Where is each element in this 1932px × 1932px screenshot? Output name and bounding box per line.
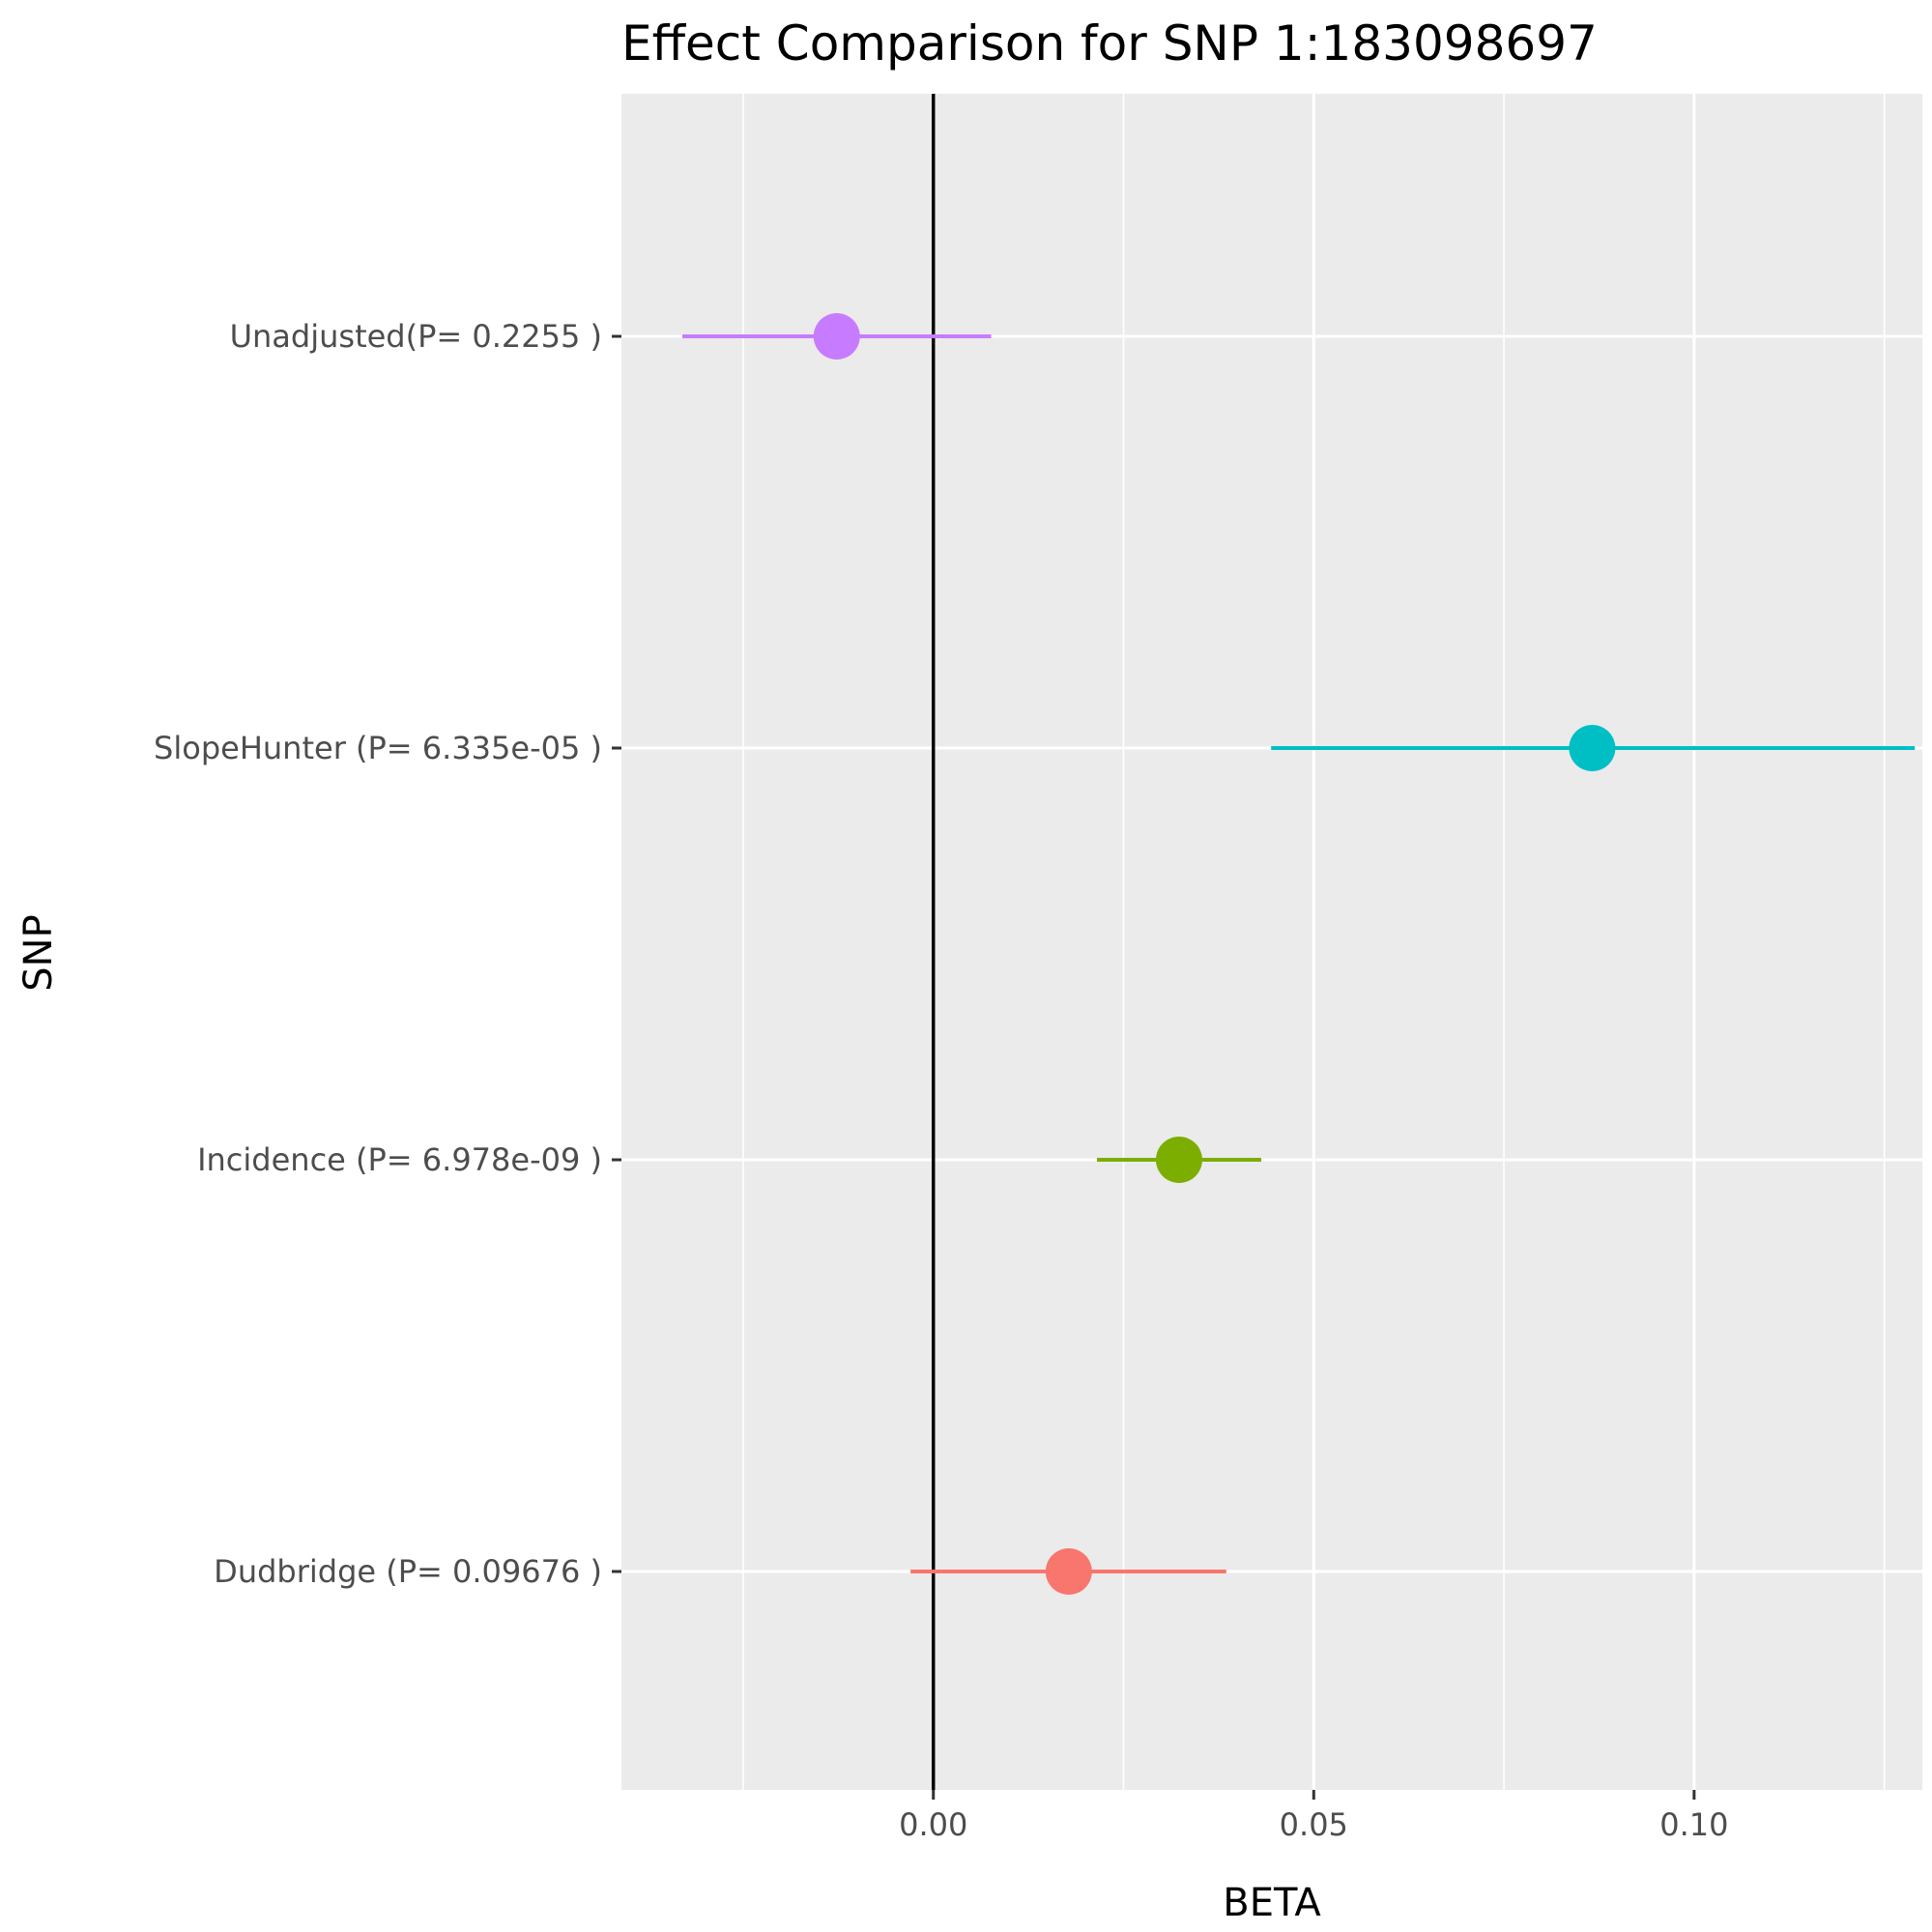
beta-point	[1155, 1137, 1202, 1183]
y-tick-label: SlopeHunter (P= 6.335e-05 )	[154, 730, 602, 766]
minor-gridlines	[742, 94, 1886, 1790]
x-tick-label: 0.10	[1659, 1806, 1728, 1843]
x-axis: 0.00 0.05 0.10	[899, 1790, 1728, 1843]
y-tick-label: Dudbridge (P= 0.09676 )	[214, 1553, 602, 1590]
chart-title: Effect Comparison for SNP 1:183098697	[621, 15, 1598, 72]
x-tick-label: 0.00	[899, 1806, 967, 1843]
y-tick-label: Unadjusted(P= 0.2255 )	[230, 318, 602, 355]
series-marks	[681, 313, 1916, 1595]
beta-point	[813, 313, 860, 360]
x-axis-title: BETA	[1223, 1881, 1321, 1925]
x-tick-label: 0.05	[1280, 1806, 1348, 1843]
y-tick-label: Incidence (P= 6.978e-09 )	[197, 1141, 602, 1178]
plot-background	[621, 94, 1922, 1790]
beta-point	[1045, 1548, 1092, 1595]
y-axis: Dudbridge (P= 0.09676 ) Incidence (P= 6.9…	[154, 318, 621, 1590]
y-axis-title: SNP	[16, 914, 61, 991]
beta-point	[1569, 725, 1616, 771]
